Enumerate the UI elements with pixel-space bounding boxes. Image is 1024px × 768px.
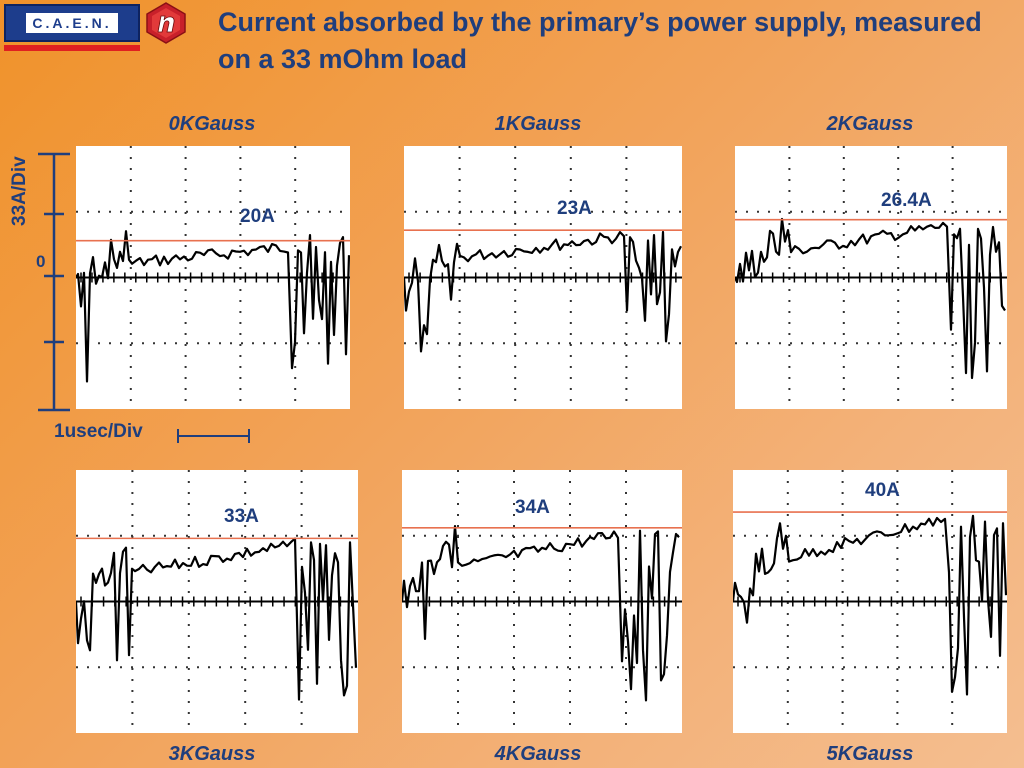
panel-label-0kgauss: 0KGauss <box>168 113 256 135</box>
horizontal-scale-bar <box>177 429 250 443</box>
readout-1kgauss: 23A <box>557 198 592 219</box>
readout-0kgauss: 20A <box>240 206 275 227</box>
current-trace <box>402 525 680 702</box>
current-trace <box>76 537 358 701</box>
panel-label-4kgauss: 4KGauss <box>494 743 582 765</box>
panel-label-1kgauss: 1KGauss <box>494 113 582 135</box>
n-logo-icon <box>146 2 186 44</box>
graticule <box>404 146 682 409</box>
scope-trace-3kgauss <box>76 470 358 733</box>
current-trace <box>733 514 1007 696</box>
caen-logo-text: C.A.E.N. <box>26 13 118 33</box>
graticule <box>76 146 350 409</box>
vertical-scale-bar <box>38 152 70 412</box>
current-trace <box>735 217 1006 380</box>
vertical-scale-label: 33A/Div <box>9 156 30 226</box>
panel-label-2kgauss: 2KGauss <box>826 113 914 135</box>
panel-label-3kgauss: 3KGauss <box>168 743 256 765</box>
scope-trace-4kgauss <box>402 470 682 733</box>
scope-trace-2kgauss <box>735 146 1007 409</box>
caen-logo: C.A.E.N. <box>4 4 140 42</box>
scope-trace-0kgauss <box>76 146 350 409</box>
zero-level-label: 0 <box>36 252 46 271</box>
graticule <box>402 470 682 733</box>
page-title: Current absorbed by the primary’s power … <box>218 7 982 74</box>
scope-trace-5kgauss <box>733 470 1007 733</box>
logo-red-bar <box>4 45 140 51</box>
readout-5kgauss: 40A <box>865 480 900 501</box>
readout-4kgauss: 34A <box>515 497 550 518</box>
horizontal-scale-label: 1usec/Div <box>54 421 143 442</box>
panel-label-5kgauss: 5KGauss <box>826 743 914 765</box>
current-trace <box>76 230 350 383</box>
graticule <box>733 470 1007 733</box>
current-trace <box>404 230 682 353</box>
readout-3kgauss: 33A <box>224 506 259 527</box>
readout-2kgauss: 26.4A <box>881 190 932 211</box>
scope-trace-1kgauss <box>404 146 682 409</box>
